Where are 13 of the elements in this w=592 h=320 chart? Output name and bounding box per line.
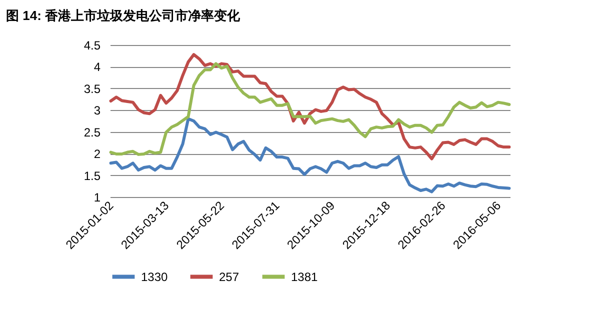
y-tick-label: 2.5 bbox=[84, 125, 101, 140]
y-tick-label: 3 bbox=[94, 104, 101, 118]
y-tick-label: 3.5 bbox=[84, 82, 101, 96]
legend-label: 1330 bbox=[141, 270, 168, 284]
line-series bbox=[109, 117, 511, 194]
legend-label: 1381 bbox=[291, 270, 318, 284]
y-tick-label: 1 bbox=[94, 190, 101, 204]
y-tick-label: 1.5 bbox=[84, 168, 101, 183]
y-tick-label: 4.5 bbox=[84, 38, 101, 52]
y-tick-label: 2 bbox=[94, 147, 101, 162]
y-tick-label: 4 bbox=[94, 60, 101, 74]
chart-title: 图 14: 香港上市垃圾发电公司市净率变化 bbox=[6, 8, 242, 23]
legend-label: 257 bbox=[219, 270, 240, 284]
